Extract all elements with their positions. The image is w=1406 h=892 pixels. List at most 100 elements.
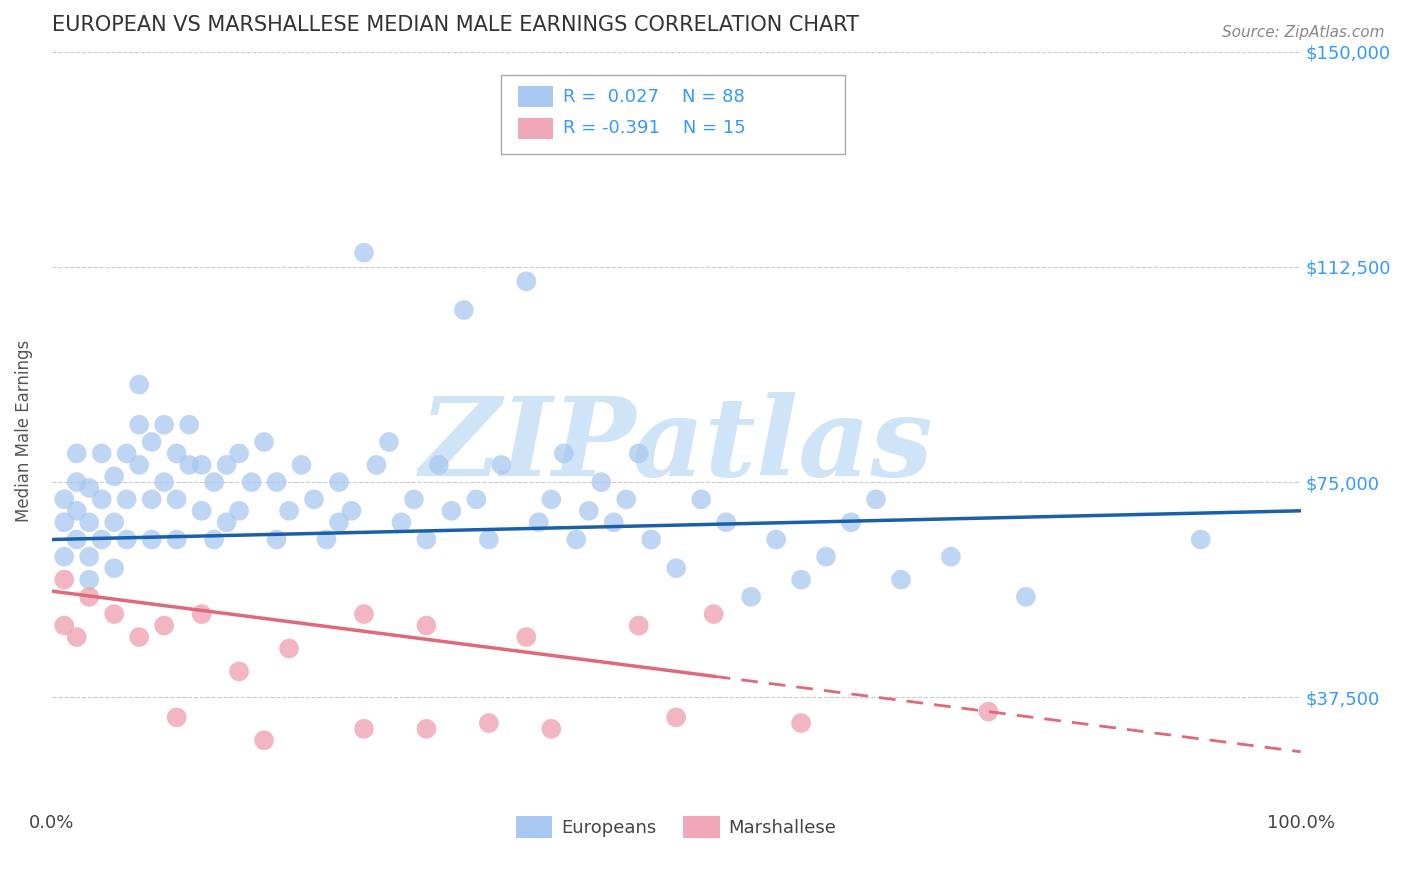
Point: [353, 722, 375, 736]
Point: [278, 504, 301, 518]
Point: [1015, 590, 1038, 604]
Point: [790, 716, 813, 731]
Point: [166, 492, 188, 507]
Point: [240, 475, 263, 489]
FancyBboxPatch shape: [517, 86, 553, 107]
Point: [141, 434, 163, 449]
Point: [166, 533, 188, 547]
Point: [665, 710, 688, 724]
Point: [565, 533, 588, 547]
Point: [253, 733, 276, 747]
Point: [402, 492, 425, 507]
Point: [465, 492, 488, 507]
Point: [179, 458, 201, 472]
Point: [527, 516, 550, 530]
Point: [302, 492, 325, 507]
Point: [115, 446, 138, 460]
Point: [141, 492, 163, 507]
Point: [266, 533, 288, 547]
Point: [66, 446, 89, 460]
Point: [53, 618, 76, 632]
Point: [977, 705, 1000, 719]
Point: [440, 504, 463, 518]
Point: [66, 533, 89, 547]
Point: [740, 590, 762, 604]
Point: [128, 377, 150, 392]
Point: [77, 481, 100, 495]
Point: [128, 458, 150, 472]
Point: [627, 446, 650, 460]
Point: [578, 504, 600, 518]
Point: [290, 458, 312, 472]
Point: [253, 434, 276, 449]
Point: [53, 573, 76, 587]
Point: [77, 590, 100, 604]
Point: [391, 516, 413, 530]
Text: Source: ZipAtlas.com: Source: ZipAtlas.com: [1222, 25, 1385, 40]
Point: [103, 516, 125, 530]
Point: [415, 618, 437, 632]
Point: [228, 665, 250, 679]
Point: [540, 492, 562, 507]
Point: [427, 458, 450, 472]
Point: [166, 446, 188, 460]
Point: [53, 492, 76, 507]
Point: [415, 722, 437, 736]
Point: [266, 475, 288, 489]
Point: [53, 549, 76, 564]
Point: [478, 716, 501, 731]
Point: [353, 245, 375, 260]
Point: [378, 434, 401, 449]
Point: [553, 446, 575, 460]
Point: [591, 475, 613, 489]
Point: [190, 458, 212, 472]
Point: [315, 533, 337, 547]
Point: [328, 475, 350, 489]
Point: [103, 561, 125, 575]
Point: [166, 710, 188, 724]
Legend: Europeans, Marshallese: Europeans, Marshallese: [509, 809, 844, 846]
Point: [1189, 533, 1212, 547]
Point: [153, 618, 176, 632]
Point: [491, 458, 513, 472]
Point: [115, 533, 138, 547]
Point: [453, 303, 475, 318]
Point: [765, 533, 787, 547]
Point: [77, 549, 100, 564]
Point: [353, 607, 375, 621]
Point: [215, 516, 238, 530]
Y-axis label: Median Male Earnings: Median Male Earnings: [15, 339, 32, 522]
FancyBboxPatch shape: [502, 75, 845, 154]
Point: [179, 417, 201, 432]
Point: [665, 561, 688, 575]
Point: [128, 417, 150, 432]
Text: ZIPatlas: ZIPatlas: [419, 392, 934, 500]
FancyBboxPatch shape: [517, 118, 553, 139]
Point: [714, 516, 737, 530]
Point: [366, 458, 388, 472]
Point: [627, 618, 650, 632]
Point: [478, 533, 501, 547]
Point: [540, 722, 562, 736]
Point: [128, 630, 150, 644]
Text: R = -0.391    N = 15: R = -0.391 N = 15: [562, 120, 745, 137]
Point: [340, 504, 363, 518]
Point: [202, 475, 225, 489]
Point: [328, 516, 350, 530]
Point: [939, 549, 962, 564]
Point: [228, 504, 250, 518]
Point: [66, 630, 89, 644]
Point: [215, 458, 238, 472]
Point: [515, 630, 537, 644]
Point: [890, 573, 912, 587]
Point: [815, 549, 838, 564]
Point: [278, 641, 301, 656]
Point: [865, 492, 887, 507]
Point: [153, 475, 176, 489]
Point: [90, 533, 112, 547]
Point: [66, 504, 89, 518]
Point: [77, 516, 100, 530]
Point: [690, 492, 713, 507]
Text: EUROPEAN VS MARSHALLESE MEDIAN MALE EARNINGS CORRELATION CHART: EUROPEAN VS MARSHALLESE MEDIAN MALE EARN…: [52, 15, 859, 35]
Point: [141, 533, 163, 547]
